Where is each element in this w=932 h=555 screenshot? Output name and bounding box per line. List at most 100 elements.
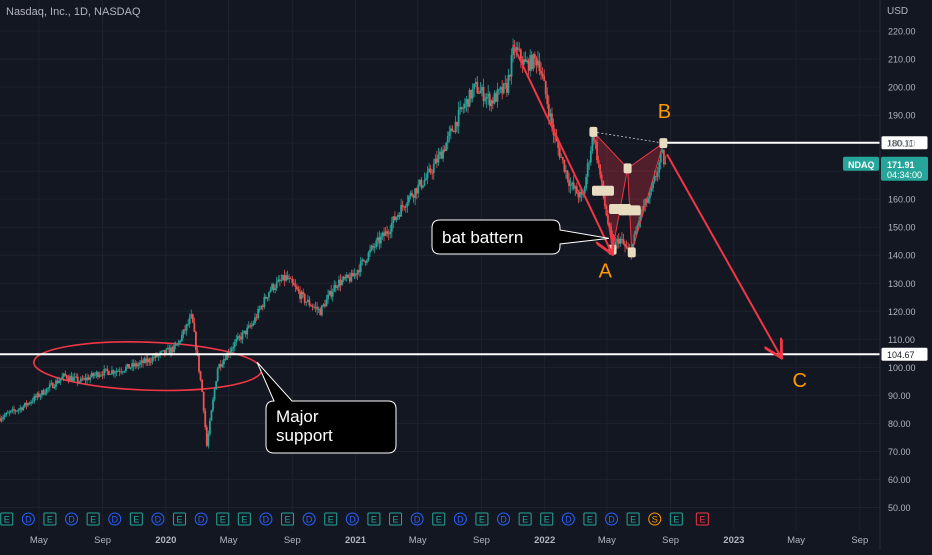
event-marker-e[interactable]: E <box>216 512 230 526</box>
event-marker-d[interactable]: D <box>497 512 511 526</box>
candle <box>14 409 17 415</box>
y-tick-label: 200.00 <box>888 83 916 93</box>
event-marker-d[interactable]: D <box>453 512 467 526</box>
event-marker-d[interactable]: D <box>65 512 79 526</box>
event-marker-d[interactable]: D <box>302 512 316 526</box>
candle <box>361 257 364 266</box>
callout-bat-pattern[interactable]: bat battern <box>431 219 610 255</box>
event-marker-e[interactable]: E <box>324 512 338 526</box>
event-marker-e[interactable]: E <box>173 512 187 526</box>
event-marker-e[interactable]: E <box>0 512 14 526</box>
candle <box>263 293 266 310</box>
event-marker-e[interactable]: E <box>43 512 57 526</box>
event-marker-e[interactable]: E <box>540 512 554 526</box>
svg-text:D: D <box>608 515 615 525</box>
candle <box>230 346 233 353</box>
event-marker-d[interactable]: D <box>151 512 165 526</box>
event-marker-d[interactable]: D <box>605 512 619 526</box>
svg-text:D: D <box>68 515 75 525</box>
candle <box>445 141 448 152</box>
price-axis[interactable]: 50.00 60.00 70.00 80.00 90.00 100.00 110.00 120… <box>843 0 928 550</box>
level-line[interactable]: 104.67 <box>0 346 929 362</box>
candle <box>291 275 294 287</box>
candle <box>325 294 328 307</box>
y-tick-label: 60.00 <box>888 475 911 485</box>
event-marker-e[interactable]: E <box>669 512 683 526</box>
candle <box>221 360 224 369</box>
event-marker-e[interactable]: E <box>367 512 381 526</box>
candle <box>403 205 406 211</box>
candle <box>426 166 429 184</box>
event-marker-e[interactable]: E <box>432 512 446 526</box>
event-marker-d[interactable]: D <box>108 512 122 526</box>
event-marker-e[interactable]: E <box>129 512 143 526</box>
y-tick-label: 160.00 <box>888 195 916 205</box>
candle <box>213 387 216 402</box>
event-marker-s[interactable]: S <box>648 512 662 526</box>
candle <box>538 52 541 76</box>
y-tick-label: 50.00 <box>888 503 911 513</box>
svg-text:E: E <box>699 515 705 525</box>
candle <box>510 48 513 85</box>
candle <box>11 406 14 414</box>
x-tick-label: 2020 <box>155 535 176 546</box>
event-marker-e-upcoming[interactable]: E <box>695 512 709 526</box>
candle <box>364 260 367 267</box>
event-marker-e[interactable]: E <box>518 512 532 526</box>
event-marker-d[interactable]: D <box>259 512 273 526</box>
time-axis[interactable]: May Sep 2020 May Sep 2021 May Sep 2022 May Sep 2023… <box>30 535 868 546</box>
candle <box>561 156 564 164</box>
projection-arrow[interactable] <box>666 153 780 356</box>
candle <box>271 282 273 292</box>
candle <box>456 121 459 133</box>
candle <box>454 115 457 134</box>
svg-text:D: D <box>500 515 507 525</box>
candle <box>566 170 569 183</box>
candle <box>572 175 575 191</box>
candle <box>652 180 654 193</box>
candle <box>0 414 1 422</box>
candle <box>353 268 356 280</box>
event-marker-d[interactable]: D <box>410 512 424 526</box>
candle <box>622 233 625 246</box>
candle <box>655 169 658 181</box>
candle <box>617 233 620 249</box>
y-tick-label: 190.00 <box>888 111 916 121</box>
event-marker-e[interactable]: E <box>281 512 295 526</box>
candle <box>313 303 315 310</box>
candle <box>61 372 64 380</box>
event-marker-e[interactable]: E <box>237 512 251 526</box>
candle <box>90 370 93 378</box>
candle <box>418 179 421 187</box>
candle <box>596 134 598 164</box>
candle <box>19 404 22 413</box>
level-line[interactable]: 180.11 <box>666 135 929 151</box>
point-labels: A B C <box>599 101 807 392</box>
event-marker-e[interactable]: E <box>626 512 640 526</box>
candle <box>282 274 284 281</box>
event-marker-d[interactable]: D <box>194 512 208 526</box>
candle <box>31 397 34 404</box>
event-marker-e[interactable]: E <box>475 512 489 526</box>
event-marker-e[interactable]: E <box>583 512 597 526</box>
projection-arrow[interactable] <box>512 44 611 252</box>
candle <box>229 347 232 359</box>
candle <box>59 378 62 386</box>
event-marker-d[interactable]: D <box>345 512 359 526</box>
event-marker-e[interactable]: E <box>86 512 100 526</box>
candle <box>370 244 373 252</box>
candle <box>479 81 482 94</box>
candle <box>359 256 362 277</box>
event-marker-d[interactable]: D <box>561 512 575 526</box>
candle <box>167 344 169 350</box>
candle <box>437 147 440 166</box>
candle <box>384 227 387 236</box>
event-marker-d[interactable]: D <box>21 512 35 526</box>
candle <box>143 356 146 364</box>
candle <box>145 354 148 366</box>
event-marker-e[interactable]: E <box>389 512 403 526</box>
